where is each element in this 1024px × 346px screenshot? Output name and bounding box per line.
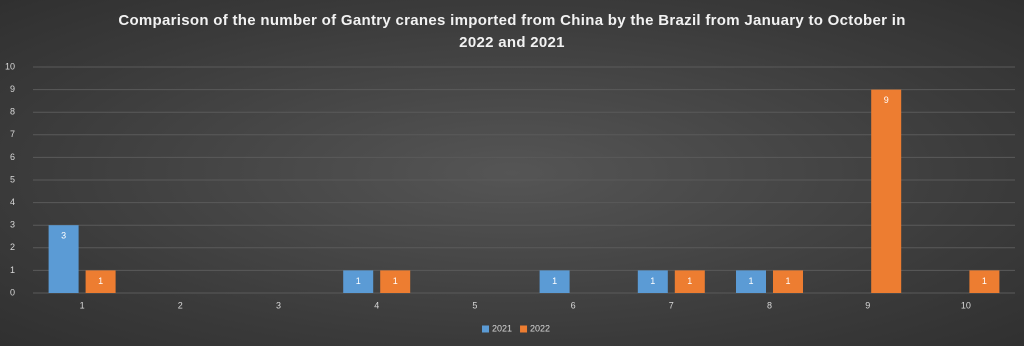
bar <box>871 89 902 293</box>
data-label: 1 <box>650 276 655 286</box>
bar <box>85 270 116 293</box>
bar <box>48 225 79 293</box>
data-label: 1 <box>982 276 987 286</box>
data-label: 1 <box>687 276 692 286</box>
data-label: 1 <box>393 276 398 286</box>
x-tick-label: 10 <box>961 300 971 310</box>
bar <box>637 270 668 293</box>
y-tick-label: 2 <box>10 242 15 252</box>
y-tick-label: 6 <box>10 152 15 162</box>
y-tick-label: 9 <box>10 84 15 94</box>
x-tick-label: 5 <box>472 300 477 310</box>
data-label: 1 <box>552 276 557 286</box>
bar <box>736 270 766 293</box>
x-tick-label: 8 <box>767 300 772 310</box>
y-tick-label: 3 <box>10 220 15 230</box>
y-tick-label: 8 <box>10 107 15 117</box>
x-tick-label: 1 <box>80 300 85 310</box>
x-tick-label: 6 <box>571 300 576 310</box>
bar <box>539 270 570 293</box>
y-tick-label: 1 <box>10 265 15 275</box>
y-tick-label: 5 <box>10 174 15 184</box>
y-tick-label: 10 <box>5 61 15 71</box>
bar <box>343 270 374 293</box>
bar <box>380 270 411 293</box>
bar <box>969 270 1000 293</box>
x-tick-label: 2 <box>178 300 183 310</box>
legend-swatch <box>520 325 528 333</box>
x-tick-label: 3 <box>276 300 281 310</box>
y-tick-label: 0 <box>10 287 15 297</box>
legend-label: 2021 <box>492 323 512 333</box>
data-label: 1 <box>356 276 361 286</box>
data-label: 3 <box>61 231 66 241</box>
y-tick-label: 4 <box>10 197 15 207</box>
legend-swatch <box>482 325 489 333</box>
data-label: 1 <box>785 276 790 286</box>
bar <box>674 270 705 293</box>
data-label: 1 <box>98 276 103 286</box>
data-label: 9 <box>884 95 889 105</box>
bar <box>773 270 803 293</box>
x-tick-label: 4 <box>374 300 379 310</box>
legend-label: 2022 <box>530 323 550 333</box>
x-tick-label: 9 <box>865 300 870 310</box>
data-label: 1 <box>748 276 753 286</box>
x-tick-label: 7 <box>669 300 674 310</box>
chart-title: Comparison of the number of Gantry crane… <box>118 12 906 51</box>
y-tick-label: 7 <box>10 129 15 139</box>
